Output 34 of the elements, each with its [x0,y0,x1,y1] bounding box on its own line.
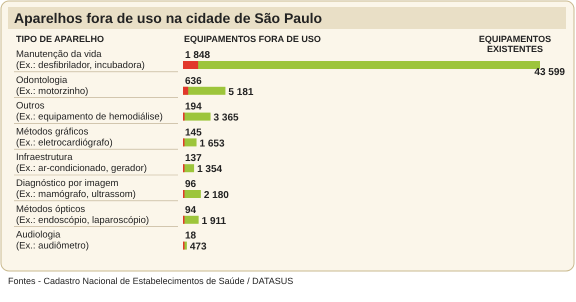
bar [183,61,198,69]
y-tick-label: Odontologia (Ex.: motorzinho) [16,74,88,97]
y-tick-label: Outros (Ex.: equipamento de hemodiálise) [16,100,163,123]
bar [183,216,199,224]
data-label: 145 [185,127,202,138]
data-label: 5 181 [228,86,254,98]
y-tick-label: Diagnóstico por imagem (Ex.: mamógrafo, ultrassom) [16,178,136,200]
y-tick-label: Métodos gráficos (Ex.: eletrocardiógrafo) [16,126,113,148]
bar [183,190,201,198]
series-label: EQUIPAMENTOS FORA DE USO [184,34,321,44]
data-label: 194 [185,102,202,113]
data-label: 1 354 [197,164,223,176]
data-label: 43 599 [534,67,566,78]
text: Fontes - Cadastro Nacional de Estabelecimentos de Saúde / DATASUS [8,276,294,286]
chart-title: Aparelhos fora de uso na cidade de São Paulo [14,10,322,26]
data-label: 18 [185,230,197,242]
y-tick-label: Infraestrutura (Ex.: ar-condicionado, gerador) [16,152,147,174]
y-tick-label: Audiologia (Ex.: audiômetro) [16,230,89,252]
data-label: 636 [185,76,202,87]
data-label: 1 653 [200,138,225,150]
data-label: 2 180 [204,190,230,201]
y-tick-label: Métodos ópticos (Ex.: endoscópio, laparoscópio) [16,204,150,226]
y-axis-title: TIPO DE APARELHO [16,34,104,44]
data-label: 3 365 [214,112,240,124]
data-label: 137 [185,153,202,164]
data-label: 473 [190,242,207,253]
series-label: EQUIPAMENTOS EXISTENTES [478,34,552,54]
y-tick-label: Manutenção da vida (Ex.: desfibrilador, incubadora) [16,49,145,71]
data-label: 1 911 [202,216,227,227]
bar [183,86,188,95]
bar [183,112,211,121]
data-label: 94 [185,204,197,216]
data-label: 1 848 [185,50,210,61]
data-label: 96 [185,179,197,190]
